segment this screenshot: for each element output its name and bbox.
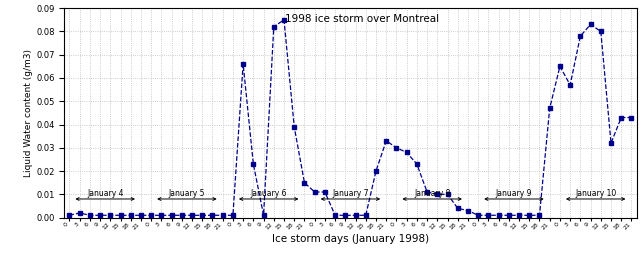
Text: January 6: January 6 — [250, 189, 287, 198]
Text: 1998 ice storm over Montreal: 1998 ice storm over Montreal — [285, 14, 439, 24]
Text: January 7: January 7 — [332, 189, 368, 198]
Text: January 10: January 10 — [575, 189, 617, 198]
Text: January 4: January 4 — [87, 189, 123, 198]
X-axis label: Ice storm days (January 1998): Ice storm days (January 1998) — [272, 234, 429, 244]
Text: January 8: January 8 — [414, 189, 450, 198]
Y-axis label: Liquid Water content (g/m3): Liquid Water content (g/m3) — [24, 49, 33, 177]
Text: January 9: January 9 — [496, 189, 532, 198]
Text: January 5: January 5 — [168, 189, 205, 198]
